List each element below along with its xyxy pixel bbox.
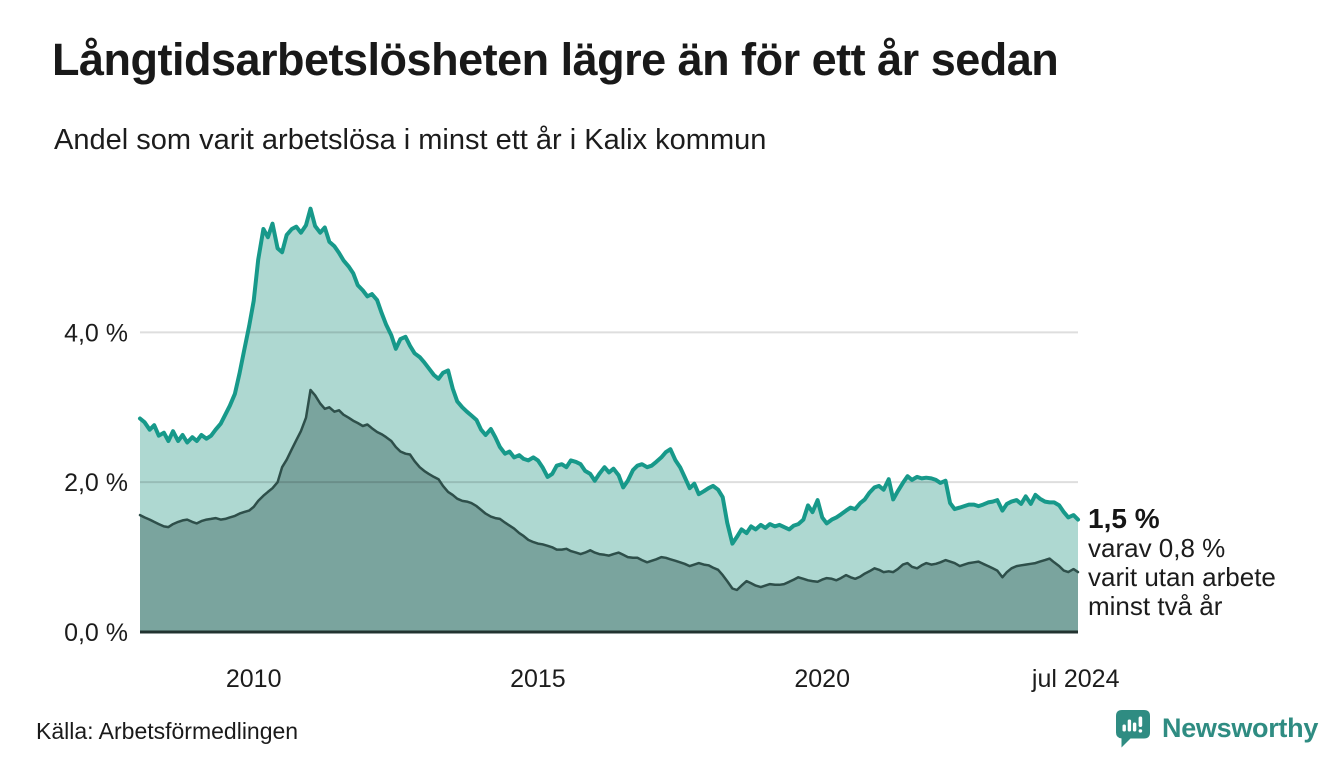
x-tick-label: 2010 (226, 665, 282, 693)
annotation-sub-line: varit utan arbete (1088, 562, 1276, 592)
end-value-label: 1,5 % (1088, 503, 1160, 534)
axis-tick-labels: 0,0 % 2,0 % 4,0 % 2010 2015 2020 jul 2024 (64, 319, 1120, 693)
y-tick-label: 4,0 % (64, 319, 128, 347)
x-tick-label: 2015 (510, 665, 566, 693)
brand-lockup: Newsworthy (1113, 707, 1318, 749)
brand-name: Newsworthy (1162, 712, 1319, 743)
chart-gridlines (140, 331, 1078, 484)
annotation-sub-line: varav 0,8 % (1088, 533, 1226, 563)
page-subtitle: Andel som varit arbetslösa i minst ett å… (54, 124, 767, 156)
x-tick-label: jul 2024 (1031, 665, 1120, 693)
page-title: Långtidsarbetslösheten lägre än för ett … (52, 34, 1059, 85)
chart-lines (138, 206, 1080, 592)
source-note: Källa: Arbetsförmedlingen (36, 718, 299, 744)
series-area-1 (140, 390, 1078, 632)
chart-areas (140, 208, 1078, 632)
series-line-1 (138, 388, 1080, 592)
end-value-annotation: 1,5 % varav 0,8 % varit utan arbete mins… (1088, 503, 1338, 621)
x-tick-label: 2020 (794, 665, 850, 693)
series-line-0 (138, 206, 1080, 546)
newsworthy-bubble-chart-icon (1116, 710, 1150, 748)
y-tick-label: 0,0 % (64, 619, 128, 647)
annotation-sub-line: minst två år (1088, 591, 1223, 621)
y-tick-label: 2,0 % (64, 469, 128, 497)
